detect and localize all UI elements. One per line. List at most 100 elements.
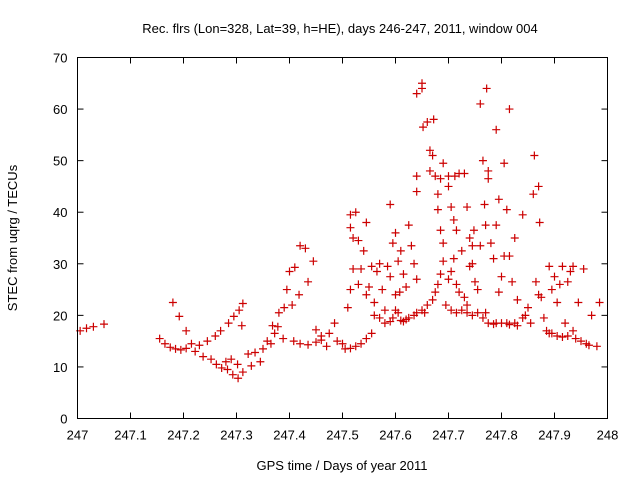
data-point	[394, 257, 403, 266]
data-point	[455, 288, 464, 297]
data-point	[457, 246, 466, 255]
plot-frame	[77, 57, 608, 419]
data-point	[419, 123, 428, 132]
data-point	[228, 370, 237, 379]
data-point	[592, 342, 601, 351]
data-point	[362, 218, 371, 227]
data-point	[444, 182, 453, 191]
data-point	[383, 262, 392, 271]
data-point	[312, 325, 320, 334]
data-point	[229, 312, 238, 321]
data-point	[428, 151, 437, 160]
data-point	[571, 334, 580, 343]
y-tick-label: 0	[60, 412, 67, 427]
data-point	[505, 320, 514, 329]
data-point	[492, 125, 501, 134]
data-point	[468, 241, 477, 250]
data-point	[587, 311, 596, 320]
data-point	[375, 259, 384, 268]
data-point	[396, 246, 405, 255]
data-point	[553, 298, 562, 307]
data-point	[168, 298, 177, 307]
data-point	[182, 326, 191, 335]
data-point	[500, 159, 509, 168]
data-point	[547, 285, 556, 294]
data-point	[386, 200, 395, 209]
data-point	[425, 146, 434, 155]
data-point	[372, 267, 381, 276]
x-tick-label: 247.7	[432, 428, 465, 443]
data-point	[418, 79, 426, 88]
data-point	[338, 339, 347, 348]
data-point	[566, 267, 575, 276]
data-point	[259, 344, 267, 353]
data-point	[296, 241, 305, 250]
data-point	[312, 338, 320, 347]
data-point	[518, 210, 527, 219]
data-point	[217, 363, 226, 372]
data-point	[521, 311, 530, 320]
data-point	[476, 99, 485, 108]
data-point	[354, 280, 363, 289]
data-point	[343, 303, 352, 312]
data-point	[420, 308, 429, 317]
data-point	[357, 339, 366, 348]
data-point	[412, 89, 421, 98]
data-point	[569, 326, 578, 335]
data-point	[223, 365, 232, 374]
data-point	[304, 277, 313, 286]
data-point	[452, 280, 461, 289]
data-point	[539, 313, 548, 322]
data-point	[439, 257, 448, 266]
data-point	[351, 208, 360, 217]
data-point	[545, 262, 554, 271]
data-point	[484, 166, 493, 175]
x-tick-label: 247	[67, 428, 89, 443]
data-point	[191, 347, 200, 356]
data-point	[531, 277, 540, 286]
data-point	[171, 344, 180, 353]
data-point	[558, 333, 567, 342]
data-point	[270, 329, 279, 338]
data-point	[452, 226, 461, 235]
data-point	[273, 322, 282, 331]
data-point	[362, 290, 371, 299]
data-point	[574, 298, 583, 307]
data-point	[473, 308, 482, 317]
data-point	[463, 301, 472, 310]
y-tick-label: 50	[53, 154, 67, 169]
data-point	[359, 246, 368, 255]
data-point	[279, 334, 288, 343]
data-point	[251, 348, 260, 357]
data-point	[388, 239, 397, 248]
data-point	[256, 357, 265, 366]
y-tick-label: 40	[53, 205, 67, 220]
data-point	[395, 288, 404, 297]
data-point	[478, 156, 487, 165]
data-point	[378, 285, 387, 294]
data-point	[244, 350, 253, 359]
data-point	[423, 301, 432, 310]
data-point	[207, 355, 216, 364]
data-point	[235, 306, 244, 315]
axes: 247 247.1 247.2 247.3 247.4 247.5 247.6 247.7 24…	[53, 51, 618, 443]
x-axis-label: GPS time / Days of year 2011	[257, 458, 428, 473]
x-tick-label: 247.4	[273, 428, 306, 443]
data-point	[447, 306, 456, 315]
data-point	[457, 306, 466, 315]
data-points	[76, 79, 604, 383]
x-tick-label: 247.1	[114, 428, 147, 443]
data-point	[502, 205, 511, 214]
data-point	[354, 236, 363, 245]
data-point	[274, 308, 283, 317]
data-point	[309, 257, 318, 266]
data-point	[482, 84, 491, 93]
data-point	[175, 312, 184, 321]
data-point	[433, 190, 442, 199]
data-point	[439, 239, 448, 248]
data-point	[203, 337, 212, 346]
data-point	[212, 360, 221, 369]
data-point	[473, 285, 482, 294]
data-point	[247, 361, 256, 370]
